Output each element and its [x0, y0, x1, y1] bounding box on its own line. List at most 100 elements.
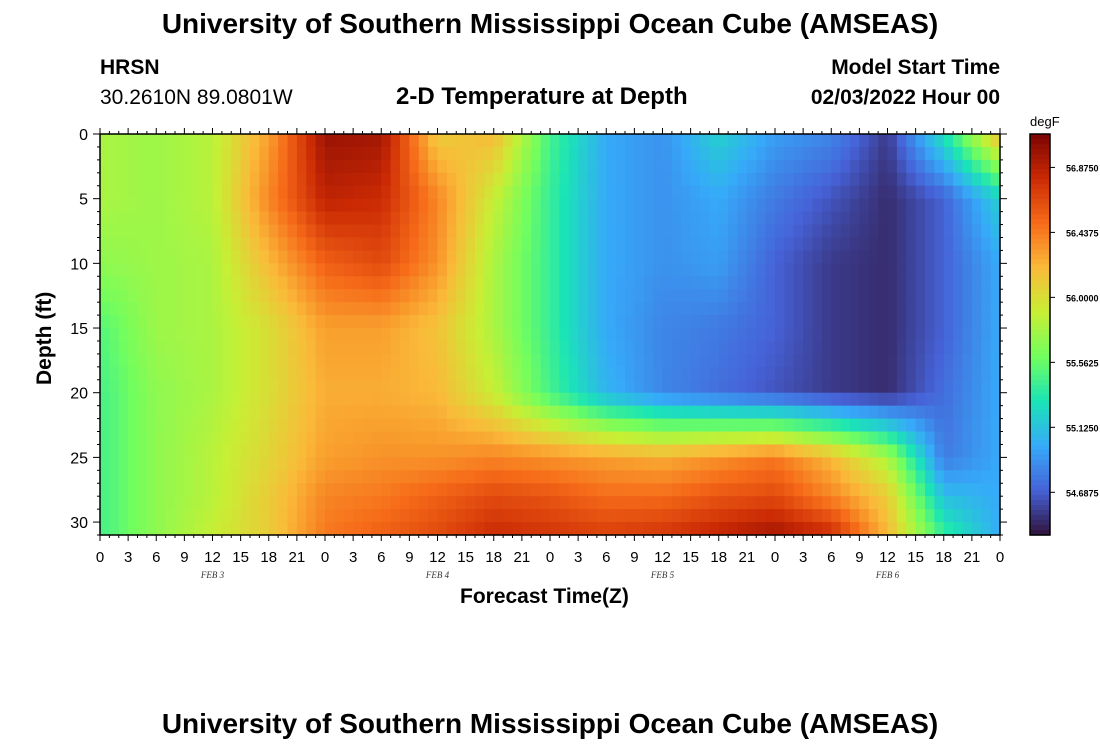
heatmap-cell: [231, 444, 242, 458]
heatmap-cell: [540, 431, 551, 446]
heatmap-cell: [409, 496, 420, 510]
heatmap-cell: [906, 444, 917, 458]
heatmap-cell: [484, 328, 495, 342]
heatmap-cell: [231, 263, 242, 277]
heatmap-cell: [390, 159, 401, 174]
heatmap-cell: [653, 457, 664, 471]
heatmap-cell: [203, 185, 214, 200]
heatmap-cell: [184, 496, 195, 510]
heatmap-cell: [812, 470, 823, 484]
colorbar-cell: [1030, 504, 1050, 511]
heatmap-cell: [606, 172, 617, 187]
heatmap-cell: [221, 405, 232, 420]
heatmap-cell: [512, 509, 523, 523]
heatmap-cell: [606, 457, 617, 471]
heatmap-cell: [625, 418, 635, 433]
heatmap-cell: [625, 276, 635, 290]
heatmap-cell: [109, 328, 120, 342]
heatmap-cell: [962, 444, 973, 458]
heatmap-cell: [962, 198, 973, 213]
heatmap-cell: [831, 211, 842, 226]
heatmap-cell: [259, 276, 270, 290]
heatmap-cell: [203, 250, 214, 264]
heatmap-cell: [109, 509, 120, 523]
heatmap-cell: [296, 496, 307, 510]
heatmap-cell: [212, 392, 223, 407]
heatmap-cell: [165, 172, 176, 187]
heatmap-cell: [784, 522, 795, 536]
heatmap-cell: [231, 379, 242, 394]
heatmap-cell: [831, 198, 842, 213]
heatmap-cell: [925, 315, 935, 329]
heatmap-cell: [259, 289, 270, 303]
heatmap-cell: [653, 392, 664, 407]
heatmap-cell: [587, 134, 598, 148]
heatmap-cell: [990, 470, 1001, 484]
heatmap-cell: [503, 134, 514, 148]
heatmap-cell: [315, 159, 326, 174]
heatmap-cell: [390, 405, 401, 420]
heatmap-cell: [240, 250, 251, 264]
heatmap-cell: [606, 315, 617, 329]
heatmap-cell: [353, 198, 364, 213]
heatmap-cell: [793, 224, 804, 239]
heatmap-cell: [868, 392, 879, 407]
colorbar-cell: [1030, 189, 1050, 195]
heatmap-cell: [343, 328, 354, 342]
heatmap-cell: [971, 302, 982, 316]
heatmap-cell: [925, 302, 935, 316]
heatmap-cell: [840, 366, 851, 381]
heatmap-cell: [287, 379, 298, 394]
heatmap-cell: [587, 379, 598, 394]
heatmap-cell: [934, 159, 945, 174]
heatmap-cell: [671, 470, 682, 484]
x-tick-label: 6: [602, 549, 610, 566]
heatmap-cell: [175, 237, 185, 252]
heatmap-cell: [962, 470, 973, 484]
heatmap-cell: [728, 159, 739, 174]
heatmap-cell: [521, 496, 532, 510]
heatmap-cell: [615, 366, 626, 381]
heatmap-cell: [521, 392, 532, 407]
heatmap-cell: [821, 134, 832, 148]
heatmap-cell: [446, 444, 457, 458]
heatmap-cell: [718, 250, 729, 264]
heatmap-cell: [615, 522, 626, 536]
heatmap-cell: [943, 379, 954, 394]
heatmap-cell: [728, 418, 739, 433]
heatmap-cell: [765, 172, 776, 187]
x-tick-label: 3: [124, 549, 132, 566]
heatmap-cell: [840, 146, 851, 161]
heatmap-cell: [315, 198, 326, 213]
heatmap-cell: [381, 366, 392, 381]
heatmap-cell: [775, 185, 785, 200]
heatmap-cell: [503, 509, 514, 523]
heatmap-cell: [812, 198, 823, 213]
colorbar-cell: [1030, 209, 1050, 215]
heatmap-cell: [175, 211, 185, 226]
heatmap-cell: [840, 159, 851, 174]
heatmap-cell: [278, 418, 289, 433]
heatmap-cell: [578, 211, 589, 226]
heatmap-cell: [268, 146, 279, 161]
heatmap-cell: [118, 509, 129, 523]
heatmap-cell: [737, 470, 748, 484]
heatmap-cell: [428, 405, 439, 420]
heatmap-cell: [906, 211, 917, 226]
heatmap-cell: [390, 366, 401, 381]
heatmap-cell: [746, 146, 757, 161]
heatmap-cell: [362, 276, 373, 290]
colorbar-cell: [1030, 154, 1050, 160]
heatmap-cell: [925, 496, 935, 510]
heatmap-cell: [840, 522, 851, 536]
heatmap-cell: [418, 444, 429, 458]
heatmap-cell: [240, 185, 251, 200]
heatmap-cell: [962, 496, 973, 510]
heatmap-cell: [475, 237, 485, 252]
heatmap-cell: [653, 146, 664, 161]
heatmap-cell: [821, 470, 832, 484]
heatmap-cell: [409, 276, 420, 290]
heatmap-cell: [381, 146, 392, 161]
heatmap-cell: [325, 509, 335, 523]
heatmap-cell: [643, 276, 654, 290]
